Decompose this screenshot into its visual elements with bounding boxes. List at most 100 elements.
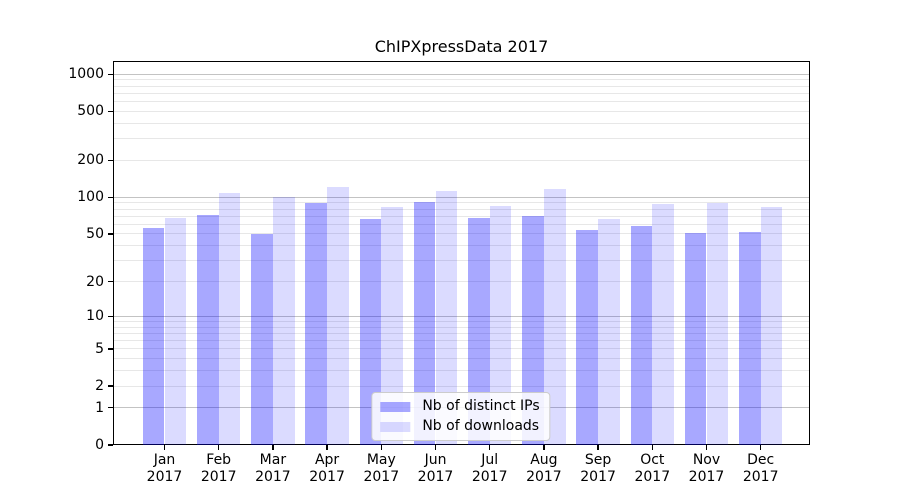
bar-downloads-dec [760,207,783,445]
x-tick-year: 2017 [255,469,291,485]
minor-gridline [114,101,809,103]
x-tick-mark [489,445,491,450]
x-tick-mark [163,445,166,450]
x-tick-year: 2017 [417,469,454,485]
x-tick-label: Feb 2017 [187,452,251,486]
x-tick-year: 2017 [363,469,400,485]
minor-gridline [114,385,809,387]
minor-gridline [114,79,809,81]
chart-title: ChIPXpressData 2017 [374,37,549,56]
major-gridline [114,73,809,75]
legend-item: Nb of distinct IPs [380,398,540,414]
minor-gridline [114,281,809,283]
x-tick-month: Jun [424,452,447,468]
x-tick-label: Apr 2017 [295,452,359,486]
bar-downloads-jan [164,217,187,445]
x-tick-month: Sep [584,452,612,468]
y-tick-label: 1000 [68,66,104,83]
bar-distinct-ips-dec [739,231,761,445]
bar-downloads-may [381,207,403,445]
minor-gridline [114,358,809,360]
x-tick-mark [326,445,328,450]
bar-distinct-ips-oct [630,226,653,445]
x-tick-mark [597,445,599,450]
x-tick-month: Feb [206,452,232,468]
x-tick-label: Sep 2017 [566,452,630,486]
legend-label: Nb of distinct IPs [422,398,540,414]
x-tick-mark [272,445,274,450]
bar-distinct-ips-mar [251,233,273,445]
x-tick-label: Nov 2017 [675,452,739,486]
x-tick-label: Aug 2017 [512,452,576,486]
x-tick-label: May 2017 [349,452,413,486]
y-tick-label: 5 [95,340,104,357]
x-tick-label: Jun 2017 [404,452,468,486]
x-tick-month: Mar [259,452,287,468]
y-tick-mark [108,385,113,387]
minor-gridline [114,202,809,204]
bar-distinct-ips-feb [197,214,219,445]
y-tick-mark [108,73,113,75]
bar-downloads-nov [706,202,729,445]
y-tick-mark [108,110,113,113]
bar-downloads-jun [435,191,458,445]
x-tick-label: Oct 2017 [620,452,684,486]
y-tick-mark [108,159,113,162]
y-tick-mark [108,196,113,199]
x-tick-year: 2017 [526,469,562,485]
x-tick-year: 2017 [742,469,779,485]
plot-area [113,61,810,445]
y-tick-mark [108,348,113,350]
bar-distinct-ips-may [359,218,382,445]
y-tick-label: 200 [77,152,104,169]
x-tick-year: 2017 [634,469,671,485]
minor-gridline [114,320,809,322]
x-tick-year: 2017 [309,469,345,485]
bar-distinct-ips-jun [413,201,436,445]
y-tick-label: 2 [95,378,104,395]
x-tick-label: Dec 2017 [729,452,793,486]
minor-gridline [114,159,809,161]
y-tick-mark [108,444,113,446]
bar-distinct-ips-jul [468,217,490,445]
minor-gridline [114,215,809,217]
x-tick-month: Nov [692,452,721,468]
bar-downloads-aug [543,188,566,445]
x-tick-mark [543,445,545,450]
x-tick-year: 2017 [688,469,725,485]
legend-swatch-downloads [380,421,411,432]
x-tick-mark [218,445,220,450]
x-tick-mark [380,445,382,450]
y-tick-label: 0 [95,437,104,453]
x-tick-year: 2017 [471,469,508,485]
minor-gridline [114,138,809,140]
bar-downloads-feb [218,193,241,445]
legend-label: Nb of downloads [422,418,540,434]
major-gridline [114,315,809,317]
y-tick-label: 10 [86,308,104,325]
x-tick-mark [705,445,708,450]
bar-distinct-ips-sep [576,229,599,445]
x-tick-mark [434,445,437,450]
bar-distinct-ips-apr [305,202,328,445]
bar-downloads-sep [598,219,620,445]
y-tick-mark [108,315,113,317]
minor-gridline [114,245,809,247]
major-gridline [114,196,809,198]
legend: Nb of distinct IPs Nb of downloads [371,392,551,441]
y-tick-mark [108,407,113,409]
bar-distinct-ips-jan [142,228,165,445]
bar-downloads-apr [327,186,349,445]
x-tick-month: Dec [747,452,775,468]
x-tick-year: 2017 [580,469,616,485]
x-tick-month: Jul [481,452,499,468]
x-tick-month: Jan [153,452,176,468]
minor-gridline [114,85,809,87]
x-tick-month: Oct [640,452,665,468]
y-tick-label: 50 [86,225,104,242]
y-tick-label: 100 [77,189,104,206]
minor-gridline [114,332,809,334]
bar-downloads-mar [272,197,295,445]
x-tick-month: May [366,452,396,468]
